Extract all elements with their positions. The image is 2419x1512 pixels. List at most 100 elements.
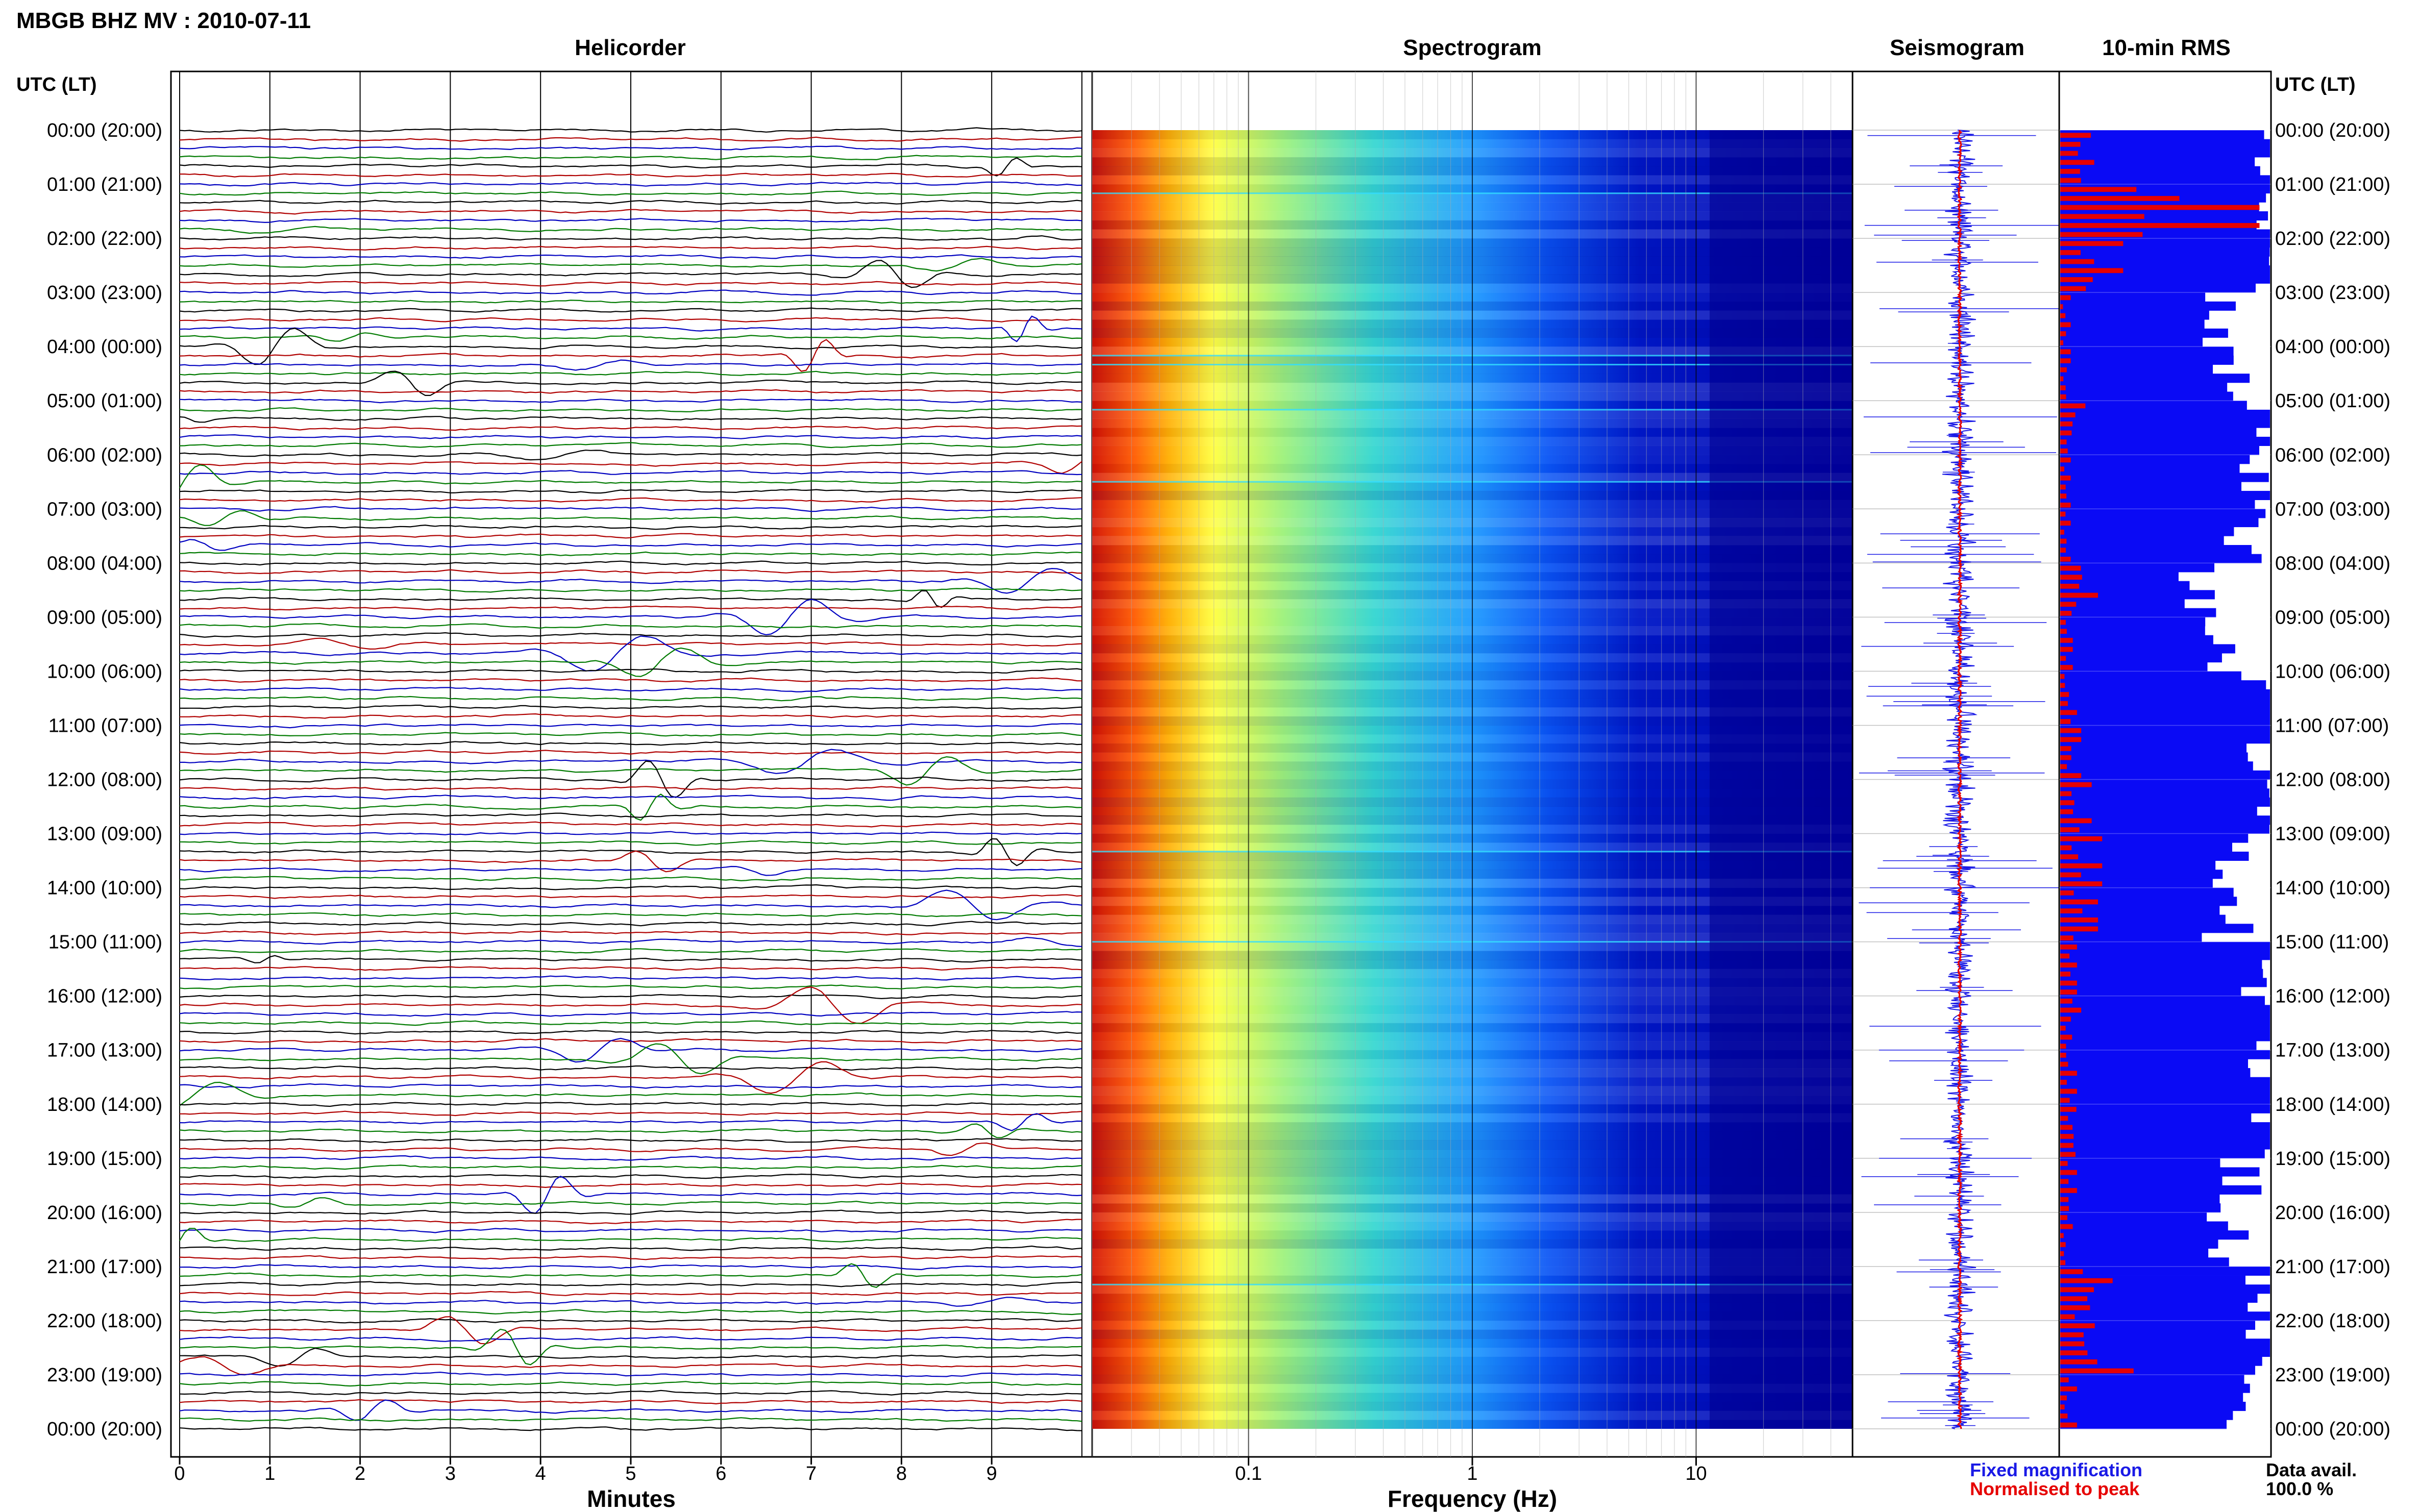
helicorder-trace <box>179 889 1082 921</box>
rms-bar <box>2060 716 2270 726</box>
helicorder-traces <box>179 127 1082 1431</box>
spectrogram-x-ticks: 0.1 1 10 <box>1235 1457 1707 1484</box>
helicorder-trace <box>179 328 1082 365</box>
helicorder-trace <box>179 289 1082 296</box>
rms-bar <box>2060 1176 2223 1186</box>
helicorder-trace <box>179 416 1082 423</box>
time-label-right: 07:00 (03:00) <box>2275 499 2390 520</box>
rms-peak-bar <box>2060 926 2098 932</box>
rms-peak-bar <box>2060 1314 2075 1320</box>
helicorder-trace <box>179 567 1082 594</box>
rms-peak-bar <box>2060 1116 2068 1121</box>
helicorder-trace <box>179 181 1082 187</box>
rms-peak-bar <box>2060 592 2098 598</box>
helicorder-trace <box>179 921 1082 927</box>
rms-bar <box>2060 247 2270 257</box>
rms-peak-bar <box>2060 1377 2069 1382</box>
rms-bar <box>2060 779 2267 789</box>
rms-peak-bar <box>2060 665 2073 670</box>
time-label-right: 00:00 (20:00) <box>2275 120 2390 141</box>
helicorder-trace <box>179 506 1082 512</box>
time-label-right: 15:00 (11:00) <box>2275 932 2389 953</box>
rms-peak-bar <box>2060 944 2077 950</box>
rms-peak-bar <box>2060 223 2260 228</box>
helicorder-trace <box>179 821 1082 828</box>
helicorder-trace <box>179 1037 1082 1063</box>
helicorder-tick-label: 1 <box>264 1463 275 1484</box>
rms-bar <box>2060 924 2254 933</box>
helicorder-trace <box>179 632 1082 638</box>
rms-bar <box>2060 1212 2207 1222</box>
helicorder-trace <box>179 1399 1082 1421</box>
rms-peak-bar <box>2060 1341 2085 1347</box>
rms-bar <box>2060 1221 2228 1231</box>
helicorder-tick-label: 4 <box>535 1463 546 1484</box>
rms-peak-bar <box>2060 1125 2073 1130</box>
time-label-left: 22:00 (18:00) <box>47 1310 162 1332</box>
helicorder-trace <box>179 1356 1082 1375</box>
rms-peak-bar <box>2060 1197 2069 1202</box>
time-label-left: 13:00 (09:00) <box>47 824 162 845</box>
rms-bar <box>2060 887 2234 897</box>
rms-bar <box>2060 1410 2233 1420</box>
helicorder-trace <box>179 912 1082 918</box>
rms-peak-bar <box>2060 277 2093 282</box>
helicorder-trace <box>179 469 1082 476</box>
rms-bar <box>2060 870 2223 879</box>
rms-peak-bar <box>2060 484 2066 490</box>
rms-peak-bar <box>2060 890 2074 896</box>
helicorder-trace <box>179 1061 1082 1094</box>
rms-bar <box>2060 418 2270 428</box>
rms-bar <box>2060 554 2262 563</box>
helicorder-trace <box>179 948 1082 954</box>
rms-peak-bar <box>2060 800 2075 805</box>
helicorder-trace <box>179 1381 1082 1387</box>
helicorder-trace <box>179 524 1082 530</box>
time-label-right: 18:00 (14:00) <box>2275 1094 2390 1116</box>
rms-bar <box>2060 1239 2218 1249</box>
rms-bar <box>2060 509 2266 518</box>
rms-peak-bar <box>2060 141 2081 147</box>
rms-peak-bar <box>2060 980 2077 986</box>
rms-bar <box>2060 292 2206 302</box>
time-label-right: 22:00 (18:00) <box>2275 1310 2390 1332</box>
helicorder-trace <box>179 1297 1082 1307</box>
spectrogram-grid <box>1092 71 1853 1457</box>
rms-bar <box>2060 743 2247 753</box>
helicorder-trace <box>179 190 1082 196</box>
rms-bar <box>2060 608 2216 617</box>
rms-peak-bar <box>2060 1251 2064 1256</box>
rms-peak-bar <box>2060 160 2094 165</box>
rms-bar <box>2060 401 2247 410</box>
helicorder-trace <box>179 1228 1082 1233</box>
helicorder-trace <box>179 936 1082 947</box>
rms-bar <box>2060 969 2263 978</box>
helicorder-trace <box>179 1138 1082 1144</box>
helicorder-trace <box>179 359 1082 371</box>
rms-peak-bar <box>2060 376 2064 382</box>
rms-peak-bar <box>2060 448 2068 454</box>
rms-peak-bar <box>2060 133 2091 138</box>
rms-bar <box>2060 1140 2270 1150</box>
rms-peak-bar <box>2060 1413 2068 1419</box>
helicorder-trace <box>179 425 1082 431</box>
helicorder-trace <box>179 1417 1082 1422</box>
rms-peak-bar <box>2060 430 2072 436</box>
time-label-left: 16:00 (12:00) <box>47 986 162 1007</box>
rms-peak-bar <box>2060 304 2063 309</box>
rms-bar <box>2060 842 2232 852</box>
rms-peak-bar <box>2060 953 2070 959</box>
helicorder-trace <box>179 1263 1082 1288</box>
rms-peak-bar <box>2060 583 2080 589</box>
helicorder-trace <box>179 235 1082 241</box>
rms-bar <box>2060 283 2256 293</box>
helicorder-trace <box>179 795 1082 801</box>
rms-bar <box>2060 1311 2270 1321</box>
helicorder-trace <box>179 398 1082 404</box>
rms-peak-bar <box>2060 836 2103 841</box>
rms-peak-bar <box>2060 1296 2088 1301</box>
rms-bar <box>2060 806 2257 816</box>
time-label-right: 12:00 (08:00) <box>2275 770 2390 791</box>
helicorder-frame <box>170 70 1093 1458</box>
